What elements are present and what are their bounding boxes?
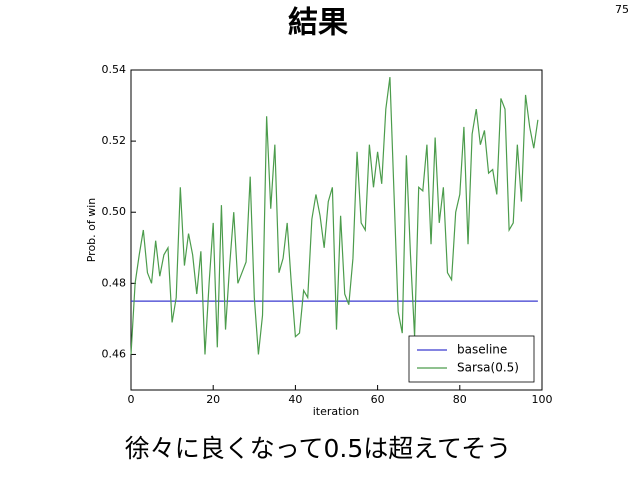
y-tick-label: 0.48 bbox=[102, 276, 127, 289]
caption: 徐々に良くなって0.5は超えてそう bbox=[125, 434, 512, 463]
plot-frame bbox=[130, 69, 543, 391]
legend-box bbox=[408, 335, 535, 383]
y-tick-label: 0.54 bbox=[102, 63, 127, 76]
y-tick-label: 0.46 bbox=[102, 347, 127, 360]
page-number: 75 bbox=[615, 3, 629, 16]
x-tick-label: 0 bbox=[128, 393, 135, 406]
x-tick-label: 20 bbox=[206, 393, 220, 406]
legend-label: Sarsa(0.5) bbox=[457, 361, 519, 375]
x-axis-label: iteration bbox=[313, 405, 359, 418]
x-tick-label: 80 bbox=[453, 393, 467, 406]
x-tick-label: 100 bbox=[532, 393, 553, 406]
x-tick-label: 40 bbox=[288, 393, 302, 406]
y-axis-label: Prob. of win bbox=[85, 198, 98, 263]
x-tick-label: 60 bbox=[371, 393, 385, 406]
y-tick-label: 0.50 bbox=[102, 205, 127, 218]
y-tick-label: 0.52 bbox=[102, 134, 127, 147]
slide-title: 結果 bbox=[288, 6, 348, 41]
legend-label: baseline bbox=[457, 343, 507, 357]
series-line bbox=[130, 77, 539, 355]
